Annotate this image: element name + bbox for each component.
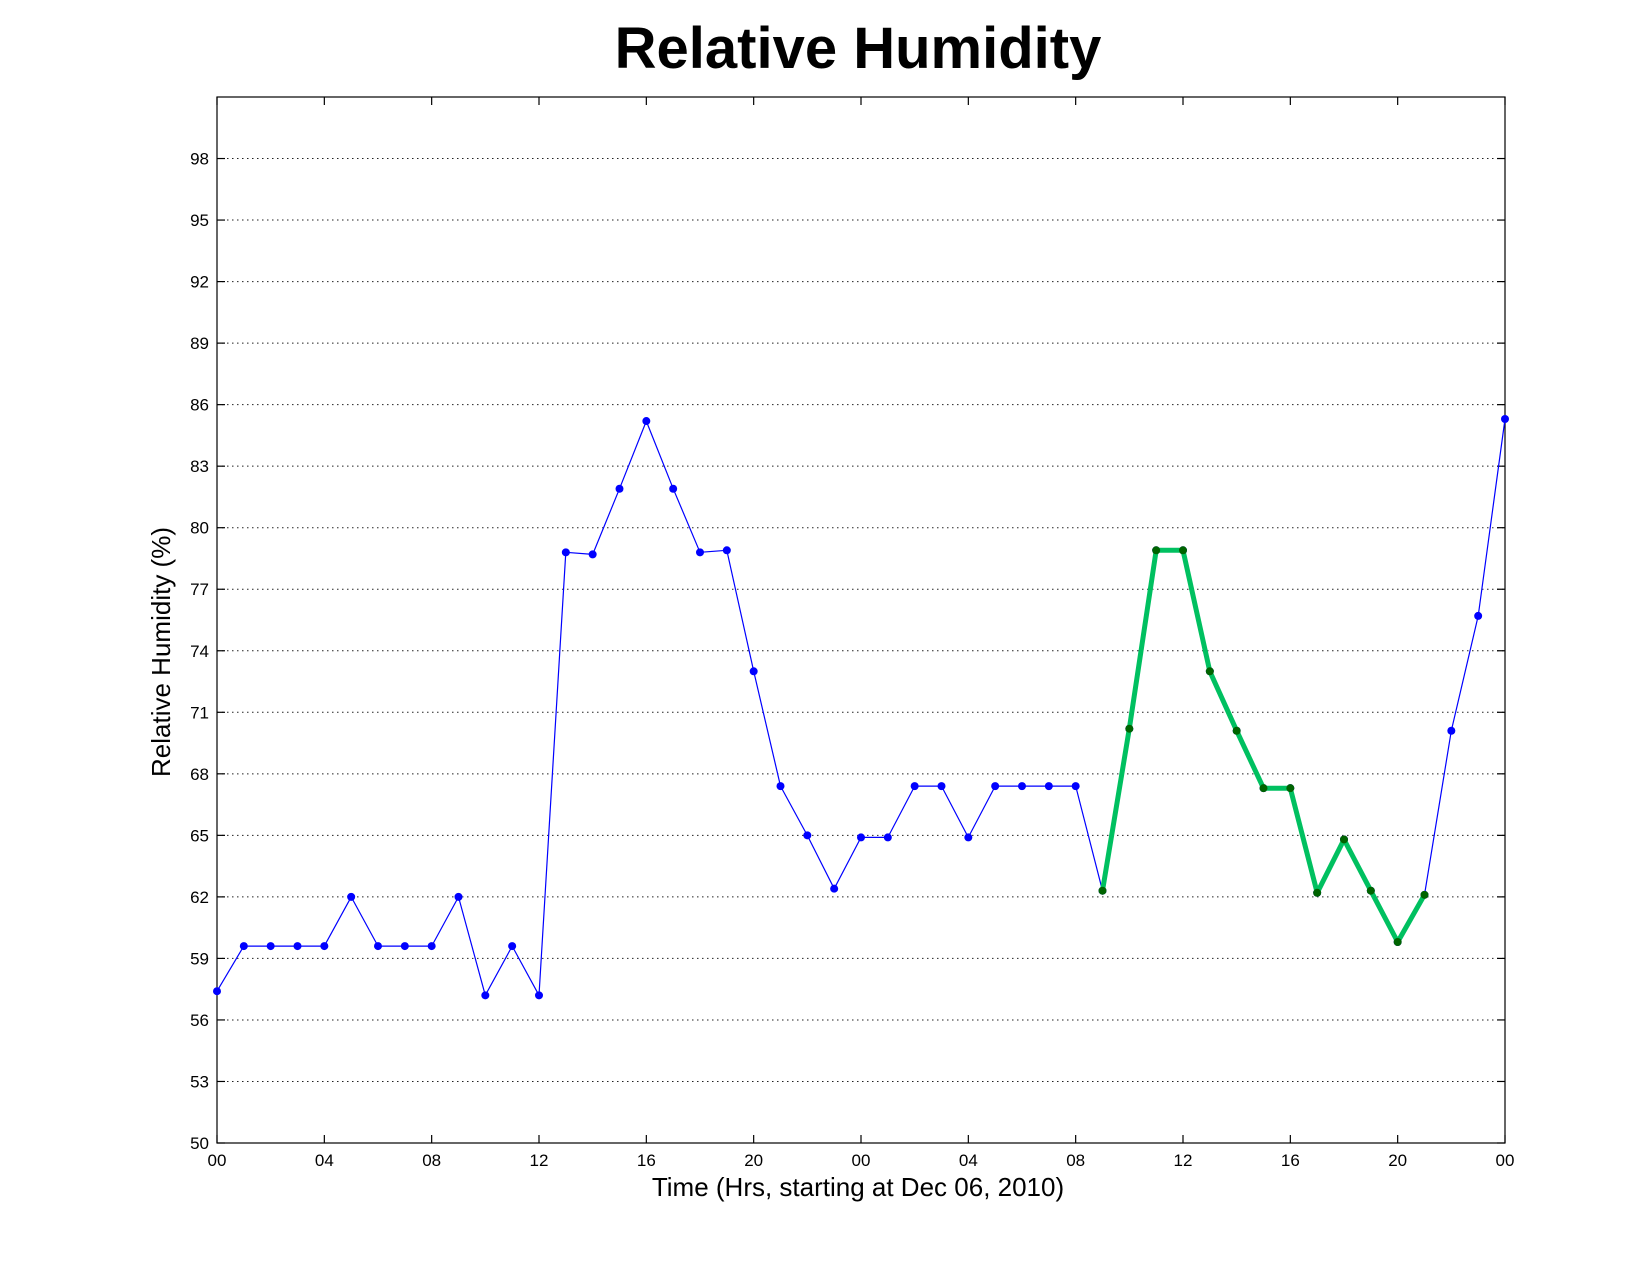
data-point	[964, 833, 973, 842]
series-line-0	[216, 418, 1506, 996]
data-point	[1205, 667, 1214, 676]
data-point	[1501, 415, 1509, 424]
x-tick-label: 04	[315, 1151, 334, 1170]
data-point	[239, 942, 248, 951]
x-tick-label: 20	[1388, 1151, 1407, 1170]
data-point	[1098, 886, 1107, 895]
y-tick-label: 71	[190, 703, 209, 722]
data-point	[1152, 546, 1161, 555]
data-point	[991, 782, 1000, 791]
data-point	[803, 831, 812, 840]
chart-title: Relative Humidity	[615, 16, 1102, 81]
y-tick-label: 77	[190, 580, 209, 599]
series-layer	[213, 415, 1509, 1000]
data-point	[374, 942, 382, 951]
data-point	[1366, 886, 1375, 895]
data-point	[776, 782, 785, 791]
data-point	[508, 942, 517, 951]
data-point	[1447, 726, 1456, 735]
data-point	[1018, 782, 1026, 791]
data-point	[561, 548, 570, 557]
data-point	[1259, 784, 1268, 793]
y-tick-label: 89	[190, 334, 209, 353]
y-tick-label: 65	[190, 826, 209, 845]
x-tick-label: 00	[208, 1151, 227, 1170]
data-point	[1286, 784, 1295, 793]
data-point	[293, 942, 302, 951]
data-point	[696, 548, 704, 557]
x-tick-label: 12	[530, 1151, 549, 1170]
x-tick-label: 16	[637, 1151, 656, 1170]
x-tick-label: 08	[422, 1151, 441, 1170]
x-tick-label: 00	[852, 1151, 871, 1170]
x-tick-label: 04	[959, 1151, 978, 1170]
grid-lines	[217, 158, 1505, 1082]
data-point	[722, 546, 731, 555]
data-point	[1393, 938, 1402, 947]
data-point	[615, 484, 624, 493]
data-point	[400, 942, 409, 951]
data-point	[1125, 724, 1134, 733]
data-point	[883, 833, 892, 842]
y-tick-label: 53	[190, 1072, 209, 1091]
y-tick-label: 50	[190, 1134, 209, 1153]
y-tick-label: 62	[190, 888, 209, 907]
series-0	[213, 415, 1509, 1000]
data-point	[1420, 890, 1429, 899]
x-axis-label: Time (Hrs, starting at Dec 06, 2010)	[652, 1172, 1064, 1202]
data-point	[1474, 611, 1483, 620]
data-point	[454, 892, 463, 901]
data-point	[535, 991, 543, 1000]
data-point	[481, 991, 490, 1000]
y-tick-label: 59	[190, 949, 209, 968]
data-point	[1071, 782, 1080, 791]
data-point	[857, 833, 865, 842]
y-tick-label: 92	[190, 273, 209, 292]
data-point	[427, 942, 436, 951]
series-line-1	[1100, 547, 1427, 945]
data-point	[669, 484, 678, 493]
y-axis-ticks: 50 53 56 59 62 65 68 71 74 77 80 83 86 89 92 95 98	[190, 150, 1505, 1153]
x-tick-label: 16	[1281, 1151, 1300, 1170]
x-tick-label: 08	[1066, 1151, 1085, 1170]
y-tick-label: 74	[190, 642, 209, 661]
x-tick-label: 20	[744, 1151, 763, 1170]
y-tick-label: 98	[190, 150, 209, 169]
y-tick-label: 80	[190, 519, 209, 538]
y-axis-label: Relative Humidity (%)	[146, 527, 176, 777]
data-point	[749, 667, 758, 676]
y-tick-label: 56	[190, 1011, 209, 1030]
axes-box	[216, 96, 1506, 1144]
series-1	[1098, 546, 1429, 947]
data-point	[937, 782, 946, 791]
data-point	[1044, 782, 1053, 791]
data-point	[266, 942, 275, 951]
data-point	[830, 884, 839, 893]
data-point	[1340, 835, 1348, 844]
x-tick-label: 12	[1174, 1151, 1193, 1170]
data-point	[213, 987, 221, 996]
data-point	[320, 942, 329, 951]
data-point	[642, 417, 651, 426]
x-axis-ticks: 00 04 08 12 16 20 00 04 08 12 16 20 00	[208, 97, 1515, 1170]
data-point	[1232, 726, 1241, 735]
data-point	[1313, 888, 1322, 897]
data-point	[347, 892, 356, 901]
y-tick-label: 83	[190, 457, 209, 476]
data-point	[1179, 546, 1187, 555]
y-tick-label: 95	[190, 211, 209, 230]
y-tick-label: 68	[190, 765, 209, 784]
data-point	[910, 782, 919, 791]
x-tick-label: 00	[1496, 1151, 1515, 1170]
y-tick-label: 86	[190, 396, 209, 415]
data-point	[588, 550, 597, 559]
